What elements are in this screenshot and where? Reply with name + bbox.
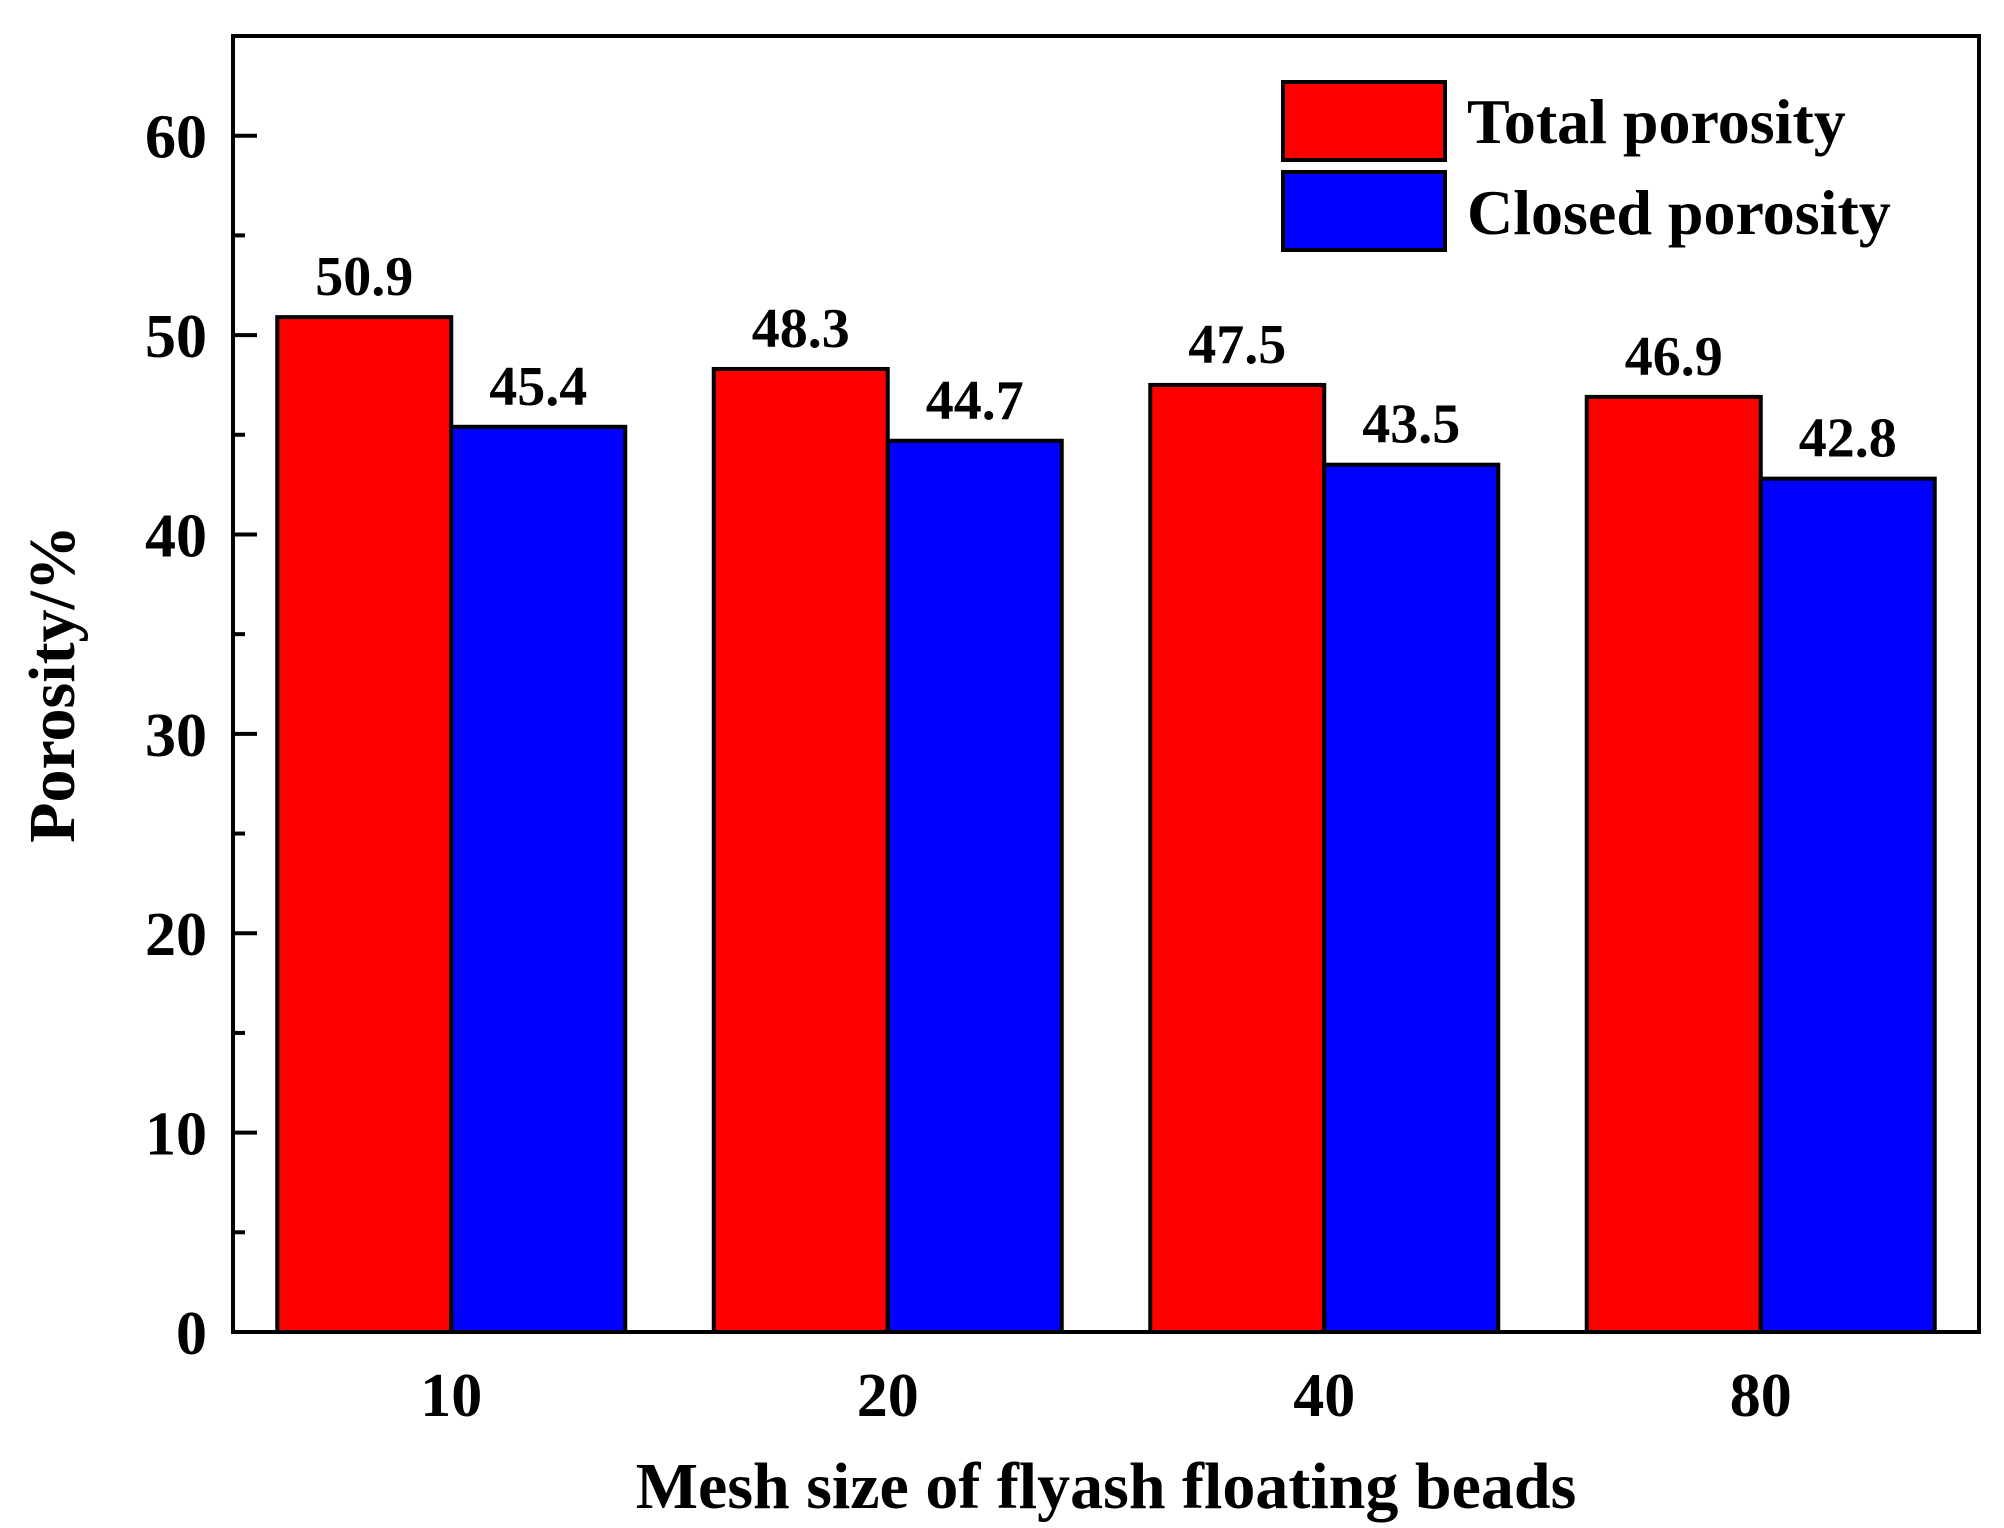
data-label-total-porosity-10: 50.9 [315,246,413,308]
x-tick-label: 80 [1730,1362,1792,1430]
bar-total-porosity-80 [1584,394,1763,1334]
data-label-total-porosity-80: 46.9 [1625,326,1723,388]
y-axis: 0 10 20 30 40 50 60 [145,34,257,1368]
bar-total-porosity-40 [1148,382,1327,1334]
y-tick-label: 10 [145,1101,207,1169]
y-tick-label: 40 [145,502,207,570]
bar-closed-porosity-80 [1758,476,1937,1334]
bar-closed-porosity-10 [449,424,628,1335]
data-label-total-porosity-20: 48.3 [752,298,850,360]
x-axis-title: Mesh size of flyash floating beads [636,1450,1577,1523]
y-tick-label: 50 [145,303,207,371]
data-label-closed-porosity-40: 43.5 [1362,394,1460,456]
legend-swatch-closed-porosity [1281,170,1447,252]
y-tick-label: 0 [176,1300,207,1368]
data-labels: 50.9 45.4 48.3 44.7 47.5 43.5 46.9 42.8 [315,246,1897,470]
x-tick-label: 10 [420,1362,482,1430]
y-axis-title: Porosity/% [16,525,89,843]
plot-frame [231,34,1981,1334]
y-tick-label: 60 [145,104,207,172]
data-label-closed-porosity-10: 45.4 [489,356,587,418]
bar-total-porosity-10 [275,315,454,1334]
x-tick-label: 20 [857,1362,919,1430]
data-label-closed-porosity-80: 42.8 [1799,408,1897,470]
x-tick-label: 40 [1293,1362,1355,1430]
bar-closed-porosity-20 [885,438,1064,1334]
y-tick-label: 30 [145,702,207,770]
bar-total-porosity-20 [711,366,890,1335]
legend-swatch-total-porosity [1281,80,1447,162]
data-label-closed-porosity-20: 44.7 [926,370,1024,432]
data-label-total-porosity-40: 47.5 [1188,314,1286,376]
bar-closed-porosity-40 [1322,462,1501,1334]
legend: Total porosity Closed porosity [1281,80,1891,252]
legend-label-closed-porosity: Closed porosity [1467,177,1891,248]
legend-label-total-porosity: Total porosity [1467,86,1846,157]
x-axis: 10 20 40 80 [420,1312,1792,1430]
bars-layer [275,315,1937,1335]
y-tick-label: 20 [145,901,207,969]
